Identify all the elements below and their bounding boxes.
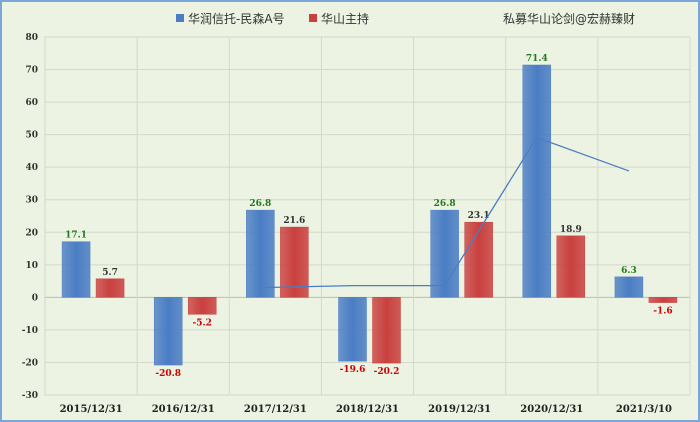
data-label: 26.8 [249,199,271,209]
x-tick-label: 2017/12/31 [244,404,307,415]
y-tick-label: 0 [32,293,38,303]
bar-series-1 [61,241,91,298]
data-label: 18.9 [560,225,582,235]
bar-series-2 [556,235,586,298]
data-label: 6.3 [621,266,637,276]
gridlines [44,36,691,396]
bar-series-2 [187,297,217,315]
bar-series-1 [522,64,552,298]
y-tick-label: 30 [25,196,38,206]
y-tick-label: 70 [25,66,38,76]
data-label: 21.6 [283,216,305,226]
legend-label-series-2: 华山主持 [321,11,369,26]
data-label: -20.8 [155,369,181,379]
x-tick-label: 2016/12/31 [152,404,215,415]
bar-series-1 [338,297,367,362]
x-tick-label: 2015/12/31 [60,404,123,415]
x-axis: 2015/12/31 2016/12/31 2017/12/31 2018/12/31… [60,404,672,415]
data-label: -1.6 [653,307,672,317]
y-tick-label: 20 [25,228,38,238]
data-label: 71.4 [526,54,548,64]
legend-swatch-series-1 [176,14,184,22]
bar-series-1 [430,209,459,298]
trendline-path [260,136,630,289]
legend-label-series-1: 华润信托-民森A号 [188,11,285,26]
y-tick-label: -10 [22,326,38,336]
data-label: 5.7 [102,268,118,278]
legend-swatch-series-2 [309,14,317,22]
x-tick-label: 2018/12/31 [336,404,399,415]
y-tick-label: -30 [22,391,38,401]
bar-series-2 [372,297,401,364]
chart-annotation: 私募华山论剑@宏赫臻财 [503,11,635,26]
bar-series-2 [464,221,493,298]
x-tick-label: 2019/12/31 [428,404,491,415]
bars [61,64,678,366]
bar-series-2 [95,278,125,298]
bar-series-2 [648,297,678,303]
y-tick-label: 60 [25,98,38,108]
y-tick-label: 50 [25,131,38,141]
y-tick-label: 10 [25,261,38,271]
bar-series-1 [614,276,644,298]
y-tick-label: 80 [25,33,38,43]
x-tick-label: 2020/12/31 [520,404,583,415]
trendline [260,136,630,289]
data-labels: 17.1 5.7 -20.8 -5.2 26.8 21.6 -19.6 -20.2 26.8 23… [65,54,673,379]
bar-series-1 [153,297,183,366]
y-tick-label: -20 [22,358,38,368]
data-label: -5.2 [193,318,212,328]
data-label: -20.2 [374,367,400,377]
y-tick-label: 40 [25,163,38,173]
data-label: -19.6 [340,365,366,375]
data-label: 17.1 [65,231,87,241]
data-label: 23.1 [468,211,490,221]
bar-series-2 [280,226,309,298]
y-axis: -30 -20 -10 0 10 20 30 40 50 60 70 80 [22,33,38,401]
bar-series-1 [246,209,275,298]
x-tick-label: 2021/3/10 [616,404,672,415]
data-label: 26.8 [434,199,456,209]
legend: 华润信托-民森A号 华山主持 [176,11,369,26]
